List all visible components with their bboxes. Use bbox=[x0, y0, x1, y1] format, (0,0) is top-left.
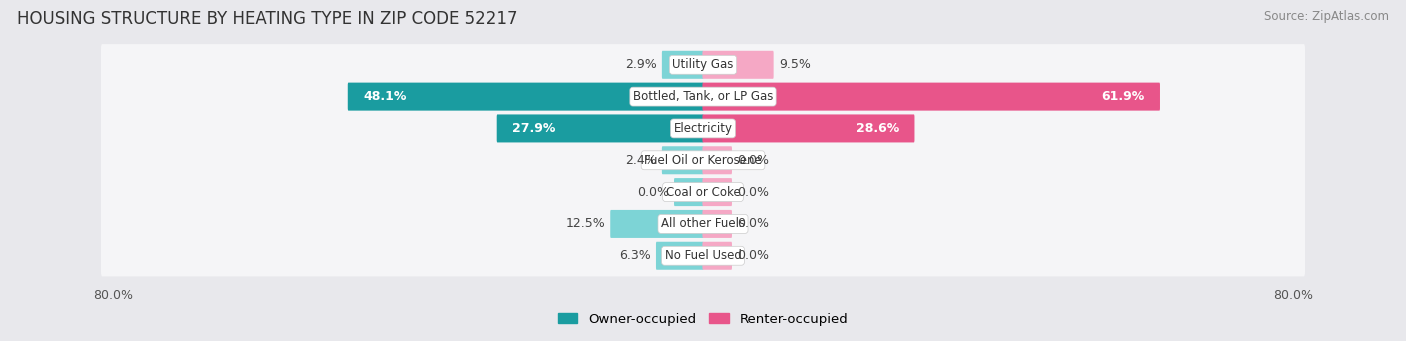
Text: Source: ZipAtlas.com: Source: ZipAtlas.com bbox=[1264, 10, 1389, 23]
FancyBboxPatch shape bbox=[703, 178, 733, 206]
Text: No Fuel Used: No Fuel Used bbox=[665, 249, 741, 262]
FancyBboxPatch shape bbox=[662, 51, 703, 79]
FancyBboxPatch shape bbox=[101, 139, 1305, 181]
Text: 27.9%: 27.9% bbox=[512, 122, 555, 135]
FancyBboxPatch shape bbox=[101, 44, 1305, 86]
Legend: Owner-occupied, Renter-occupied: Owner-occupied, Renter-occupied bbox=[558, 312, 848, 326]
FancyBboxPatch shape bbox=[101, 172, 1305, 213]
FancyBboxPatch shape bbox=[610, 210, 703, 238]
FancyBboxPatch shape bbox=[703, 210, 733, 238]
Text: 0.0%: 0.0% bbox=[737, 218, 769, 231]
Text: Fuel Oil or Kerosene: Fuel Oil or Kerosene bbox=[644, 154, 762, 167]
Text: Bottled, Tank, or LP Gas: Bottled, Tank, or LP Gas bbox=[633, 90, 773, 103]
Text: 6.3%: 6.3% bbox=[619, 249, 651, 262]
Text: 48.1%: 48.1% bbox=[363, 90, 406, 103]
FancyBboxPatch shape bbox=[703, 83, 1160, 110]
Text: 12.5%: 12.5% bbox=[565, 218, 605, 231]
FancyBboxPatch shape bbox=[703, 146, 733, 174]
Text: 2.4%: 2.4% bbox=[624, 154, 657, 167]
Text: Electricity: Electricity bbox=[673, 122, 733, 135]
Text: 28.6%: 28.6% bbox=[856, 122, 898, 135]
FancyBboxPatch shape bbox=[101, 76, 1305, 117]
FancyBboxPatch shape bbox=[673, 178, 703, 206]
Text: 0.0%: 0.0% bbox=[637, 186, 669, 198]
Text: 0.0%: 0.0% bbox=[737, 249, 769, 262]
Text: 2.9%: 2.9% bbox=[624, 58, 657, 71]
Text: Coal or Coke: Coal or Coke bbox=[665, 186, 741, 198]
FancyBboxPatch shape bbox=[101, 108, 1305, 149]
Text: 61.9%: 61.9% bbox=[1101, 90, 1144, 103]
Text: Utility Gas: Utility Gas bbox=[672, 58, 734, 71]
FancyBboxPatch shape bbox=[662, 146, 703, 174]
FancyBboxPatch shape bbox=[703, 115, 914, 143]
Text: All other Fuels: All other Fuels bbox=[661, 218, 745, 231]
FancyBboxPatch shape bbox=[347, 83, 703, 110]
Text: 0.0%: 0.0% bbox=[737, 154, 769, 167]
FancyBboxPatch shape bbox=[101, 203, 1305, 244]
Text: HOUSING STRUCTURE BY HEATING TYPE IN ZIP CODE 52217: HOUSING STRUCTURE BY HEATING TYPE IN ZIP… bbox=[17, 10, 517, 28]
FancyBboxPatch shape bbox=[703, 242, 733, 270]
Text: 0.0%: 0.0% bbox=[737, 186, 769, 198]
FancyBboxPatch shape bbox=[657, 242, 703, 270]
FancyBboxPatch shape bbox=[101, 235, 1305, 277]
FancyBboxPatch shape bbox=[703, 51, 773, 79]
Text: 9.5%: 9.5% bbox=[779, 58, 811, 71]
FancyBboxPatch shape bbox=[496, 115, 703, 143]
